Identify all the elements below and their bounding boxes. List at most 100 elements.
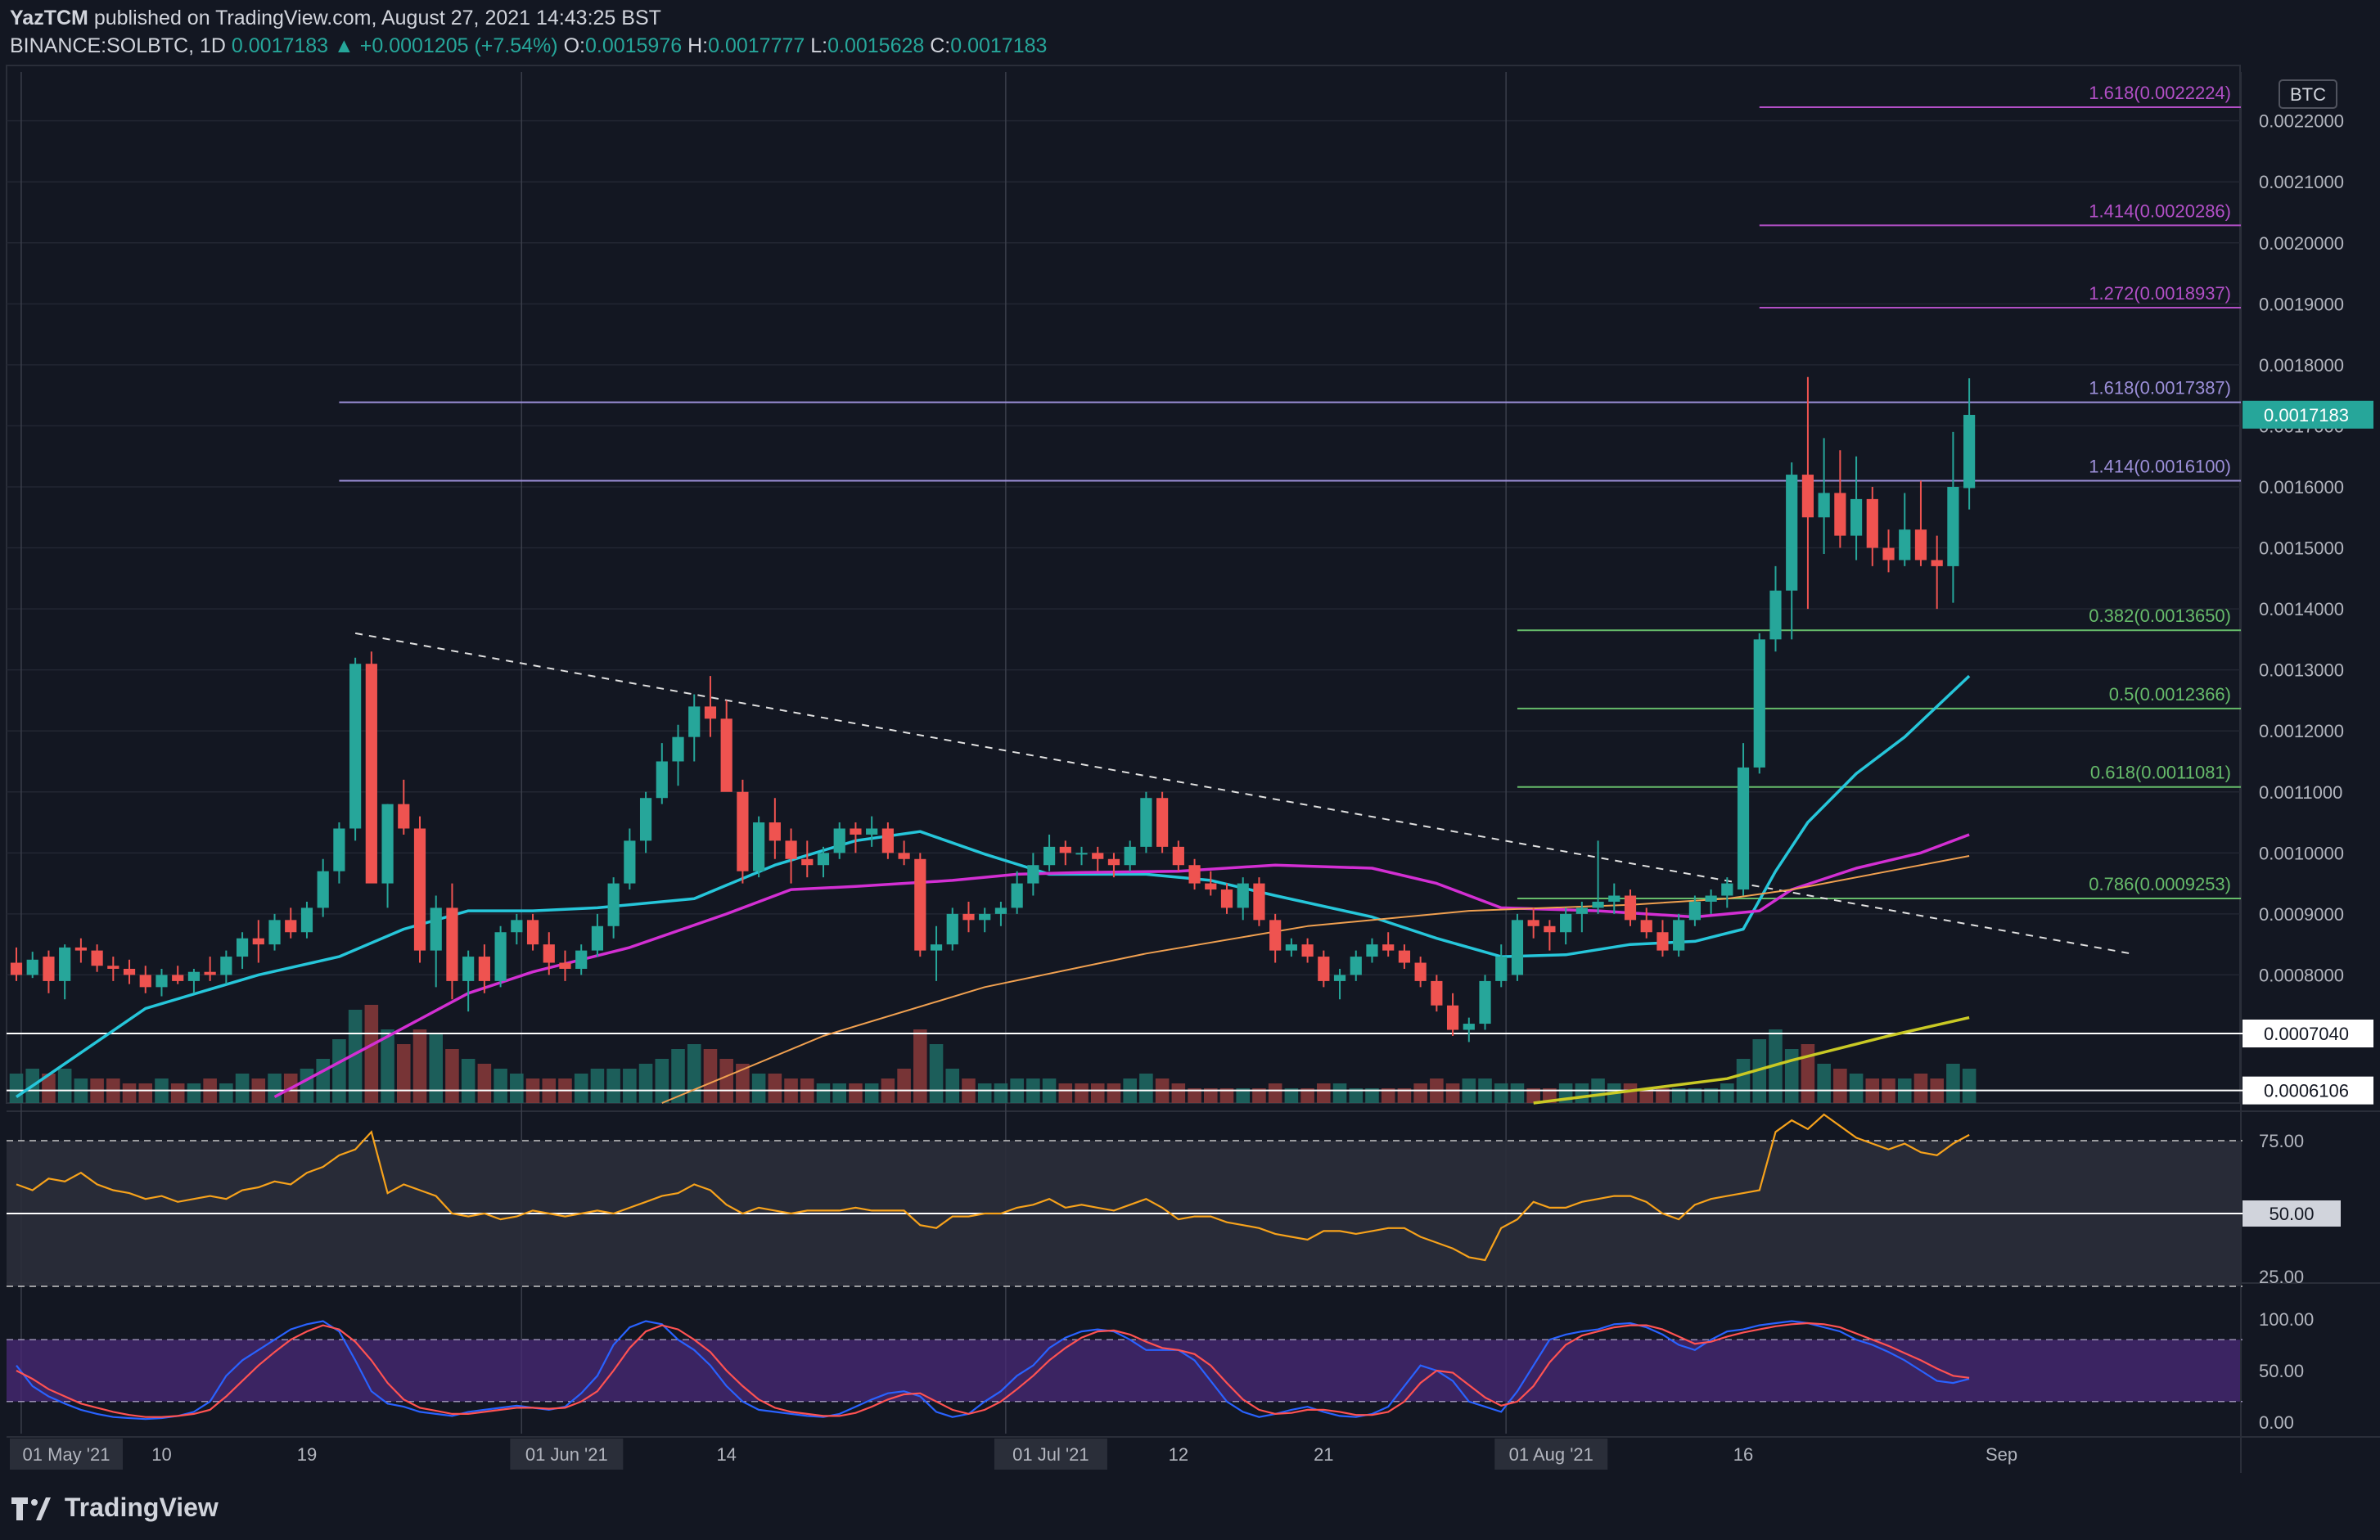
support-price-tag	[2243, 1020, 2373, 1048]
brand-name: TradingView	[64, 1493, 219, 1522]
volume-bar	[1510, 1083, 1525, 1103]
volume-bar	[1736, 1059, 1751, 1103]
candle	[1624, 895, 1637, 921]
price-tick: 0.0013000	[2259, 660, 2344, 681]
candle	[1899, 529, 1911, 561]
author-name[interactable]: YazTCM	[10, 7, 88, 29]
volume-bar	[461, 1059, 476, 1103]
candle	[833, 828, 845, 853]
high-label: H:	[687, 34, 709, 57]
volume-bar	[477, 1064, 492, 1103]
candle	[268, 920, 281, 945]
candle	[898, 853, 910, 859]
volume-bar	[396, 1044, 411, 1103]
candle	[220, 957, 232, 975]
candle	[1140, 798, 1152, 847]
candle	[478, 957, 490, 981]
low-value: 0.0015628	[827, 34, 925, 57]
stoch-d-line	[16, 1322, 1970, 1418]
volume-bar	[864, 1083, 879, 1103]
rsi-mid-tag	[2243, 1200, 2341, 1227]
candle	[591, 925, 604, 951]
candle	[769, 822, 781, 841]
volume-bar	[671, 1049, 685, 1103]
candle	[1269, 920, 1282, 951]
candle	[1673, 920, 1685, 951]
volume-bar	[1268, 1083, 1282, 1103]
volume-bar	[494, 1069, 507, 1103]
fib-level-label: 1.414(0.0020286)	[2089, 200, 2231, 221]
candle	[1592, 901, 1604, 908]
up-arrow-icon: ▲	[334, 34, 354, 57]
candle	[656, 761, 668, 799]
candle	[1495, 957, 1508, 981]
price-tick: 0.0015000	[2259, 538, 2344, 559]
volume-bar	[1139, 1074, 1153, 1103]
candle	[1237, 883, 1249, 908]
stoch-tick: 100.00	[2259, 1309, 2314, 1330]
open-value: 0.0015976	[584, 34, 683, 57]
candle	[801, 858, 814, 866]
candle	[1850, 498, 1863, 536]
candle	[446, 907, 458, 981]
candle	[1431, 980, 1443, 1006]
candle	[187, 971, 201, 981]
currency-badge-box	[2279, 79, 2337, 109]
volume-bar	[1236, 1088, 1251, 1103]
candle	[543, 944, 555, 963]
volume-bar	[1349, 1088, 1364, 1103]
candle	[1688, 901, 1701, 921]
candle	[107, 966, 119, 969]
tradingview-logo[interactable]: TradingView	[11, 1493, 219, 1523]
candle	[1382, 944, 1395, 951]
candle	[720, 718, 732, 792]
close-label: C:	[930, 34, 951, 57]
date-label: 16	[1733, 1444, 1753, 1465]
candle	[252, 938, 264, 945]
candle	[494, 932, 507, 981]
volume-bar	[1445, 1083, 1460, 1103]
publisher-line: YazTCM published on TradingView.com, Aug…	[10, 7, 661, 30]
volume-bar	[1671, 1088, 1686, 1103]
candle	[1479, 980, 1491, 1024]
fib-level-label: 0.618(0.0011081)	[2090, 763, 2231, 783]
candle	[365, 664, 377, 884]
candle	[1414, 962, 1427, 981]
candle	[156, 975, 168, 988]
candle	[1737, 767, 1750, 890]
candle	[236, 938, 249, 957]
rsi-line	[16, 1113, 1970, 1262]
candle	[1366, 944, 1378, 957]
candle	[381, 804, 394, 884]
candle	[123, 968, 136, 975]
candle	[737, 791, 749, 871]
volume-bar	[703, 1049, 718, 1103]
candle	[575, 950, 588, 969]
support-price-label: 0.0007040	[2264, 1024, 2349, 1044]
price-tick: 0.0021000	[2259, 172, 2344, 192]
volume-bar	[300, 1069, 314, 1103]
volume-bar	[1688, 1088, 1702, 1103]
volume-bar	[929, 1044, 944, 1103]
volume-bar	[1413, 1083, 1427, 1103]
volume-bar	[364, 1005, 379, 1103]
candle	[866, 828, 878, 835]
date-label: Sep	[1986, 1444, 2017, 1465]
candle	[850, 828, 862, 835]
volume-bar	[412, 1029, 427, 1103]
candle	[1220, 889, 1233, 908]
candle	[43, 957, 55, 981]
price-tick: 0.0022000	[2259, 111, 2344, 132]
volume-bar	[1317, 1083, 1331, 1103]
symbol-label[interactable]: BINANCE:SOLBTC, 1D	[10, 34, 226, 57]
volume-bar	[1090, 1083, 1105, 1103]
price-tick: 0.0010000	[2259, 843, 2344, 863]
volume-bar	[1058, 1083, 1073, 1103]
candle	[1947, 486, 1959, 566]
candle	[1301, 944, 1314, 957]
volume-bar	[638, 1064, 653, 1103]
volume-bar	[590, 1069, 605, 1103]
volume-bar	[751, 1074, 766, 1103]
candle	[1882, 547, 1895, 561]
